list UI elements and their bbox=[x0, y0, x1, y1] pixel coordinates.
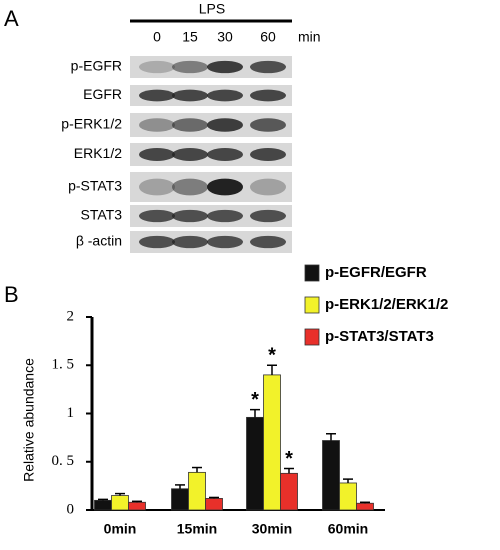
blot-label: ERK1/2 bbox=[74, 145, 122, 161]
blot-band bbox=[207, 60, 243, 74]
bar bbox=[339, 482, 357, 511]
y-tick-label: 0 bbox=[67, 501, 75, 517]
blot-band bbox=[172, 178, 208, 196]
legend-label: p-ERK1/2/ERK1/2 bbox=[325, 296, 448, 313]
blot-band bbox=[250, 235, 286, 249]
treatment-label: LPS bbox=[199, 1, 225, 17]
legend-label: p-STAT3/STAT3 bbox=[325, 328, 434, 345]
bar bbox=[280, 472, 298, 511]
blot-band bbox=[207, 148, 243, 161]
blot-band bbox=[139, 148, 175, 161]
y-tick-label: 1. 5 bbox=[52, 357, 75, 373]
blot-band bbox=[172, 89, 208, 102]
bar bbox=[246, 416, 264, 511]
y-tick-label: 0. 5 bbox=[52, 453, 75, 469]
blot-band bbox=[172, 148, 208, 161]
blot-band bbox=[250, 118, 286, 132]
y-tick-label: 1 bbox=[67, 405, 75, 421]
x-tick-label: 0min bbox=[104, 521, 137, 537]
blot-band bbox=[139, 89, 175, 102]
timepoint-label: 30 bbox=[217, 29, 233, 45]
timepoint-label: 60 bbox=[260, 29, 276, 45]
legend-label: p-EGFR/EGFR bbox=[325, 264, 427, 281]
blot-band bbox=[172, 235, 208, 249]
blot-band bbox=[250, 209, 286, 223]
bar bbox=[171, 488, 189, 511]
legend-swatch bbox=[304, 328, 320, 346]
time-unit: min bbox=[298, 29, 321, 45]
bar bbox=[322, 440, 340, 511]
blot-band bbox=[139, 209, 175, 223]
bar bbox=[188, 471, 206, 511]
legend-swatch bbox=[304, 264, 320, 282]
timepoint-label: 15 bbox=[182, 29, 198, 45]
bar bbox=[94, 499, 112, 511]
blot-label: p-STAT3 bbox=[68, 178, 122, 194]
x-tick-label: 15min bbox=[177, 521, 217, 537]
bar-chart: 0 0. 5 1 1. 5 2 0min 15min 30min 60min * p-EGFR/EG… bbox=[52, 264, 449, 537]
blot-label: p-ERK1/2 bbox=[61, 116, 122, 132]
blot-band bbox=[207, 235, 243, 249]
blot-band bbox=[250, 148, 286, 161]
blot-band bbox=[139, 235, 175, 249]
blot-band bbox=[139, 60, 175, 74]
blot-band bbox=[250, 60, 286, 74]
blot-label: p-EGFR bbox=[71, 58, 122, 74]
blot-label: β -actin bbox=[76, 233, 122, 249]
x-tick-label: 60min bbox=[328, 521, 368, 537]
significance-mark: * bbox=[285, 448, 293, 470]
bar bbox=[111, 495, 129, 511]
y-tick-label: 2 bbox=[67, 308, 75, 324]
blot-band bbox=[207, 118, 243, 132]
bar bbox=[128, 501, 146, 511]
blot-band bbox=[139, 178, 175, 196]
panel-label: B bbox=[4, 282, 19, 307]
timepoint-label: 0 bbox=[153, 29, 161, 45]
legend-swatch bbox=[304, 296, 320, 314]
blot-label: EGFR bbox=[83, 86, 122, 102]
blot-band bbox=[172, 118, 208, 132]
bar bbox=[263, 374, 281, 511]
y-axis-label: Relative abundance bbox=[21, 358, 37, 482]
blot-band bbox=[207, 178, 243, 196]
blot-band bbox=[207, 209, 243, 223]
blot-band bbox=[207, 89, 243, 102]
significance-mark: * bbox=[268, 345, 276, 367]
blot-band bbox=[172, 60, 208, 74]
bar bbox=[356, 502, 374, 511]
panel-label: A bbox=[4, 6, 19, 31]
blot-panel bbox=[130, 56, 292, 253]
significance-mark: * bbox=[251, 389, 259, 411]
x-tick-label: 30min bbox=[252, 521, 292, 537]
blot-band bbox=[250, 178, 286, 196]
bar bbox=[205, 498, 223, 511]
blot-band bbox=[250, 89, 286, 102]
blot-band bbox=[139, 118, 175, 132]
blot-band bbox=[172, 209, 208, 223]
blot-label: STAT3 bbox=[81, 207, 123, 223]
